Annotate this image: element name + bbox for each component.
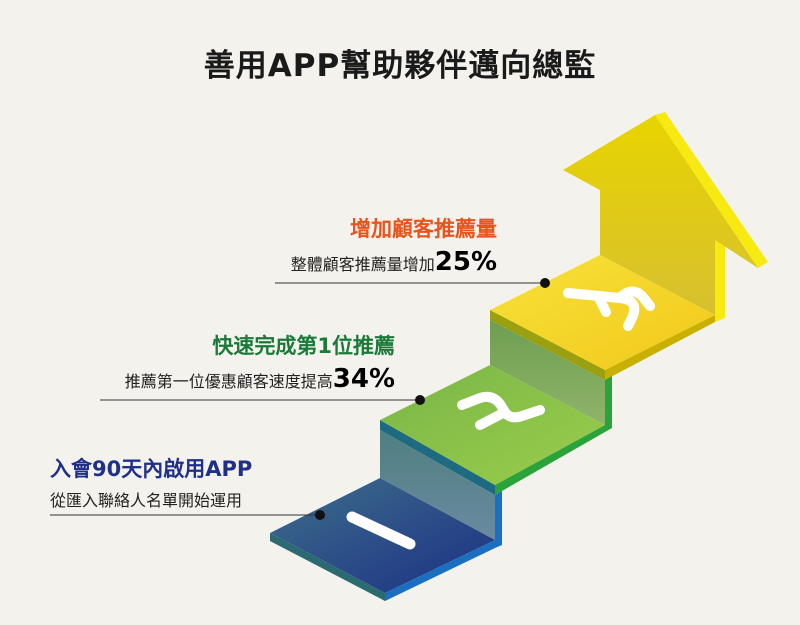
- step-3-side: [605, 315, 715, 380]
- step-2-detail: 推薦第一位優惠顧客速度提高: [124, 372, 333, 391]
- step-1-dot: [315, 510, 325, 520]
- step-2-top: [380, 365, 605, 485]
- step-3-front: [490, 310, 605, 380]
- step-3-heading: 增加顧客推薦量: [350, 217, 497, 241]
- step-2-right-wall: [605, 376, 612, 432]
- step-1-front: [270, 533, 385, 601]
- step-2-dot: [415, 395, 425, 405]
- step-2-front: [380, 420, 495, 495]
- step-2-value: 34%: [332, 364, 395, 394]
- step-1-heading: 入會90天內啟用APP: [50, 457, 253, 481]
- step-1-detail: 從匯入聯絡人名單開始運用: [50, 491, 243, 510]
- step-3-riser: [490, 320, 605, 425]
- step-1-right-wall: [495, 491, 502, 548]
- step-1-side: [385, 540, 495, 601]
- step-3-value: 25%: [434, 247, 497, 277]
- step-2-heading: 快速完成第1位推薦: [212, 334, 395, 358]
- arrow-shaft-side: [715, 236, 725, 322]
- step-1-number-icon: [346, 511, 416, 550]
- page-title: 善用APP幫助夥伴邁向總監: [203, 48, 597, 84]
- step-3-number-icon: [563, 286, 655, 331]
- step-2-number-icon: [457, 391, 545, 430]
- step-3-detail-row: 整體顧客推薦量增加25%: [291, 247, 497, 277]
- step-3-detail: 整體顧客推薦量增加: [290, 255, 435, 274]
- step-2-riser: [380, 430, 495, 540]
- step-3-dot: [540, 278, 550, 288]
- step-2-detail-row: 推薦第一位優惠顧客速度提高34%: [125, 364, 395, 394]
- arrow-side: [655, 112, 768, 268]
- arrow-icon: [563, 115, 758, 315]
- step-2-side: [495, 425, 605, 495]
